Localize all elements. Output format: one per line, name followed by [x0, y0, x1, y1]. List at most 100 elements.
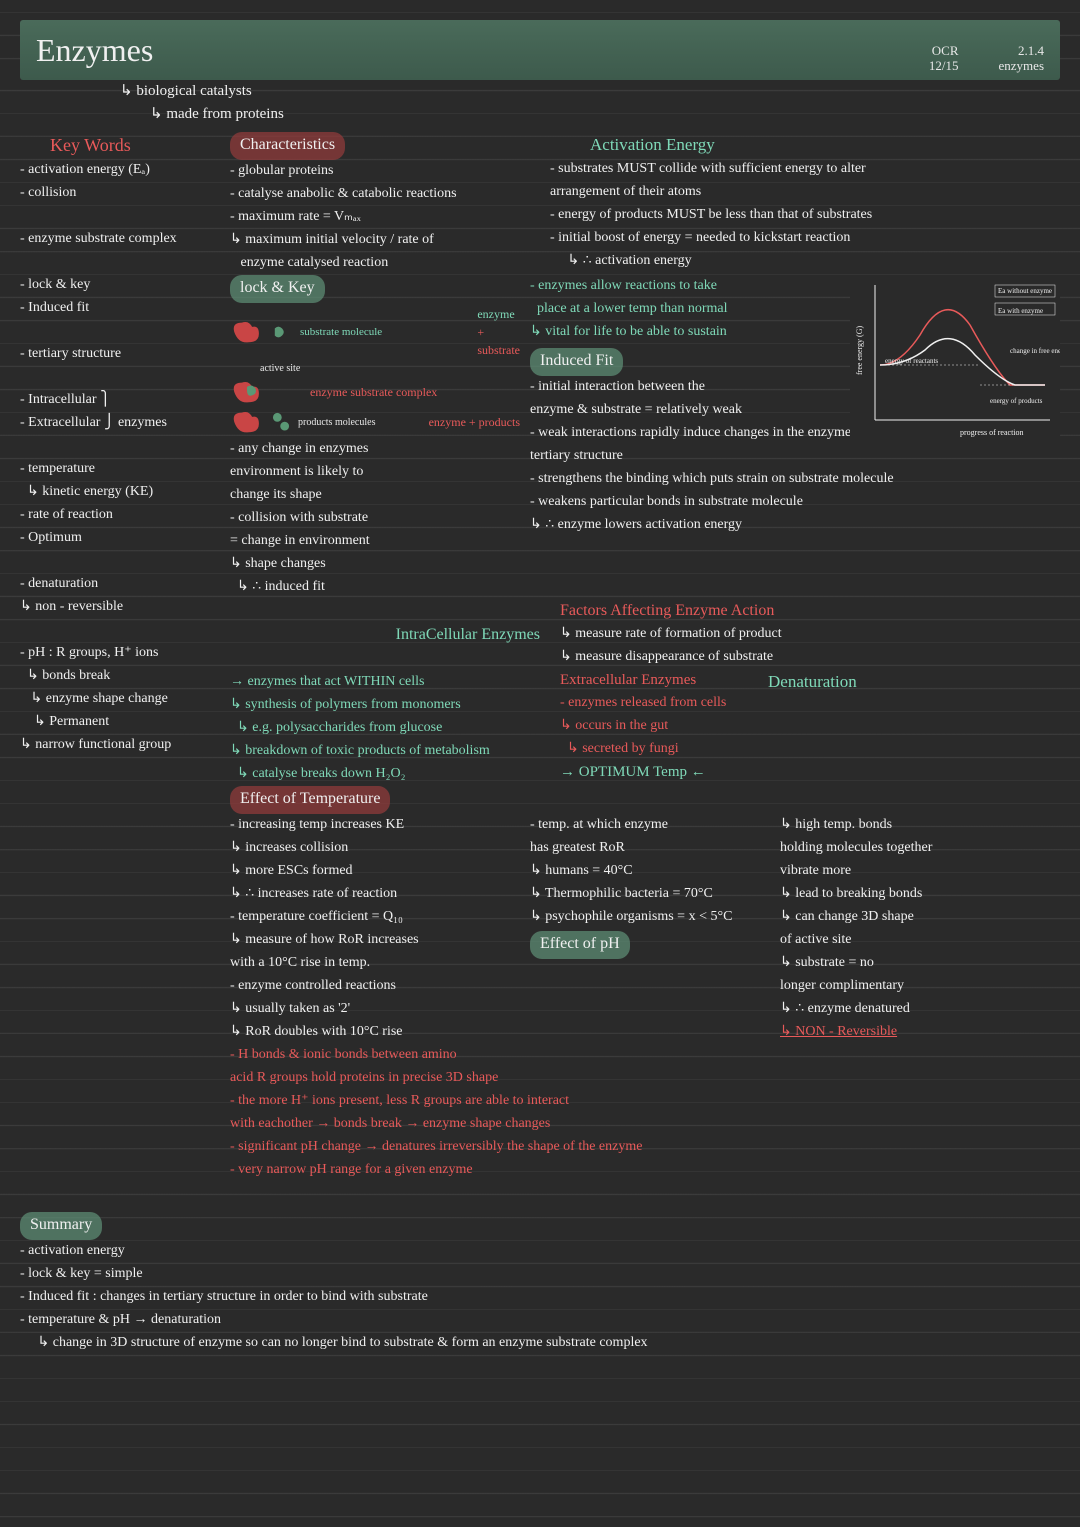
- text-line: [20, 619, 220, 642]
- substrate-icon: [270, 318, 294, 346]
- page-title: Enzymes: [36, 26, 153, 74]
- text-line: - initial boost of energy = needed to ki…: [550, 227, 1060, 250]
- text-line: - pH : R groups, H⁺ ions: [20, 642, 220, 665]
- denat-heading: Denaturation: [768, 669, 1060, 695]
- text-line: ↳ narrow functional group: [20, 734, 220, 757]
- text-line: - temperature & pH → denaturation: [20, 1309, 1060, 1332]
- intra-heading: IntraCellular Enzymes: [396, 626, 540, 643]
- text-line: ↳ Thermophilic bacteria = 70°C: [530, 883, 770, 906]
- text-line: - H bonds & ionic bonds between amino: [230, 1044, 1060, 1067]
- label: enzyme substrate complex: [310, 383, 437, 401]
- text-line: ↳ NON - Reversible: [780, 1021, 1060, 1044]
- text-line: ↳ measure disappearance of substrate: [560, 646, 1060, 669]
- ph-block: - H bonds & ionic bonds between aminoaci…: [230, 1044, 1060, 1182]
- label: enzyme+substrate: [477, 305, 520, 359]
- text-line: - Induced fit: [20, 297, 220, 320]
- svg-text:free energy (G): free energy (G): [855, 326, 864, 375]
- text-line: ↳ ∴ enzyme lowers activation energy: [530, 514, 1060, 537]
- text-line: vibrate more: [780, 860, 1060, 883]
- text-line: ↳ shape changes: [230, 553, 520, 576]
- text-line: - Intracellular ⎫: [20, 389, 220, 412]
- effect-ph-heading: Effect of pH: [530, 931, 630, 959]
- text-line: - energy of products MUST be less than t…: [550, 204, 1060, 227]
- text-line: - temperature: [20, 458, 220, 481]
- svg-text:energy of products: energy of products: [990, 397, 1043, 405]
- meta-topic: enzymes: [999, 58, 1044, 74]
- meta-date: 12/15: [929, 58, 959, 74]
- text-line: environment is likely to: [230, 461, 520, 484]
- denat-block: ↳ high temp. bondsholding molecules toge…: [780, 814, 1060, 1044]
- text-line: - enzyme controlled reactions: [230, 975, 520, 998]
- text-line: with a 10°C rise in temp.: [230, 952, 520, 975]
- text-line: ↳ ∴ increases rate of reaction: [230, 883, 520, 906]
- svg-text:change in free energy ΔG: change in free energy ΔG: [1010, 347, 1060, 355]
- title-bar: Enzymes OCR 12/15 2.1.4 enzymes: [20, 20, 1060, 80]
- text-line: - weakens particular bonds in substrate …: [530, 491, 1060, 514]
- text-line: ↳ ∴ induced fit: [230, 576, 520, 599]
- content-column: Characteristics - globular proteins- cat…: [230, 132, 1060, 1182]
- text-line: - Induced fit : changes in tertiary stru…: [20, 1286, 1060, 1309]
- text-line: ↳ ∴ activation energy: [550, 250, 1060, 273]
- svg-text:energy of reactants: energy of reactants: [885, 357, 938, 365]
- characteristics-block: Characteristics - globular proteins- cat…: [230, 132, 530, 275]
- text-line: - lock & key = simple: [20, 1263, 1060, 1286]
- temp-block: - increasing temp increases KE↳ increase…: [230, 814, 520, 1044]
- enzyme-icon: [230, 318, 264, 346]
- products-icon: [270, 410, 292, 433]
- text-line: - enzymes released from cells: [560, 692, 760, 715]
- text-line: [20, 366, 220, 389]
- keywords-column: Key Words - activation energy (Eₐ)- coll…: [20, 132, 220, 1182]
- label: products molecules: [298, 415, 375, 430]
- intracellular-block: IntraCellular Enzymes → enzymes that act…: [230, 599, 550, 814]
- text-line: - maximum rate = Vₘₐₓ: [230, 206, 530, 229]
- text-line: - any change in enzymes: [230, 438, 520, 461]
- text-line: enzyme catalysed reaction: [230, 252, 530, 275]
- text-line: - substrates MUST collide with sufficien…: [550, 158, 1060, 181]
- complex-icon: [230, 378, 264, 406]
- text-line: - globular proteins: [230, 160, 530, 183]
- text-line: ↳ non - reversible: [20, 596, 220, 619]
- text-line: ↳ measure of how RoR increases: [230, 929, 520, 952]
- text-line: ↳ enzyme shape change: [20, 688, 220, 711]
- text-line: - activation energy (Eₐ): [20, 159, 220, 182]
- extra-heading: Extracellular Enzymes: [560, 669, 760, 692]
- svg-text:Ea with enzyme: Ea with enzyme: [998, 307, 1043, 315]
- svg-text:progress of reaction: progress of reaction: [960, 428, 1024, 437]
- main-columns: Key Words - activation energy (Eₐ)- coll…: [20, 132, 1060, 1182]
- text-line: - the more H⁺ ions present, less R group…: [230, 1090, 1060, 1113]
- lockkey-heading: lock & Key: [230, 275, 325, 303]
- text-line: change its shape: [230, 484, 520, 507]
- text-line: ↳ can change 3D shape: [780, 906, 1060, 929]
- page-meta: OCR 12/15 2.1.4 enzymes: [929, 43, 1044, 74]
- text-line: - catalyse anabolic & catabolic reaction…: [230, 183, 530, 206]
- text-line: ↳ lead to breaking bonds: [780, 883, 1060, 906]
- intro: biological catalysts made from proteins: [20, 80, 1060, 126]
- lockkey-row3: products molecules enzyme + products: [230, 408, 520, 436]
- text-line: - denaturation: [20, 573, 220, 596]
- text-line: acid R groups hold proteins in precise 3…: [230, 1067, 1060, 1090]
- text-line: arrangement of their atoms: [550, 181, 1060, 204]
- text-line: → enzymes that act WITHIN cells: [230, 671, 550, 694]
- meta-board: OCR: [929, 43, 959, 59]
- text-line: ↳ ∴ enzyme denatured: [780, 998, 1060, 1021]
- text-line: ↳ measure rate of formation of product: [560, 623, 1060, 646]
- text-line: - strengthens the binding which puts str…: [530, 468, 1060, 491]
- text-line: ↳ change in 3D structure of enzyme so ca…: [20, 1332, 1060, 1355]
- text-line: - enzyme substrate complex: [20, 228, 220, 251]
- text-line: [20, 251, 220, 274]
- summary-block: Summary - activation energy- lock & key …: [20, 1212, 1060, 1355]
- intro-line: made from proteins: [150, 106, 284, 122]
- note-page: Enzymes OCR 12/15 2.1.4 enzymes biologic…: [0, 0, 1080, 1375]
- text-line: ↳ catalyse breaks down H₂O₂: [230, 763, 550, 786]
- text-line: - lock & key: [20, 274, 220, 297]
- intro-line: biological catalysts: [120, 83, 252, 99]
- text-line: - increasing temp increases KE: [230, 814, 520, 837]
- text-line: - enzymes allow reactions to take: [530, 275, 810, 298]
- text-line: with eachother → bonds break → enzyme sh…: [230, 1113, 1060, 1136]
- svg-text:Ea without enzyme: Ea without enzyme: [998, 287, 1052, 295]
- text-line: ↳ humans = 40°C: [530, 860, 770, 883]
- text-line: [20, 550, 220, 573]
- text-line: [20, 205, 220, 228]
- meta-code: 2.1.4: [999, 43, 1044, 59]
- text-line: - Extracellular ⎭ enzymes: [20, 412, 220, 435]
